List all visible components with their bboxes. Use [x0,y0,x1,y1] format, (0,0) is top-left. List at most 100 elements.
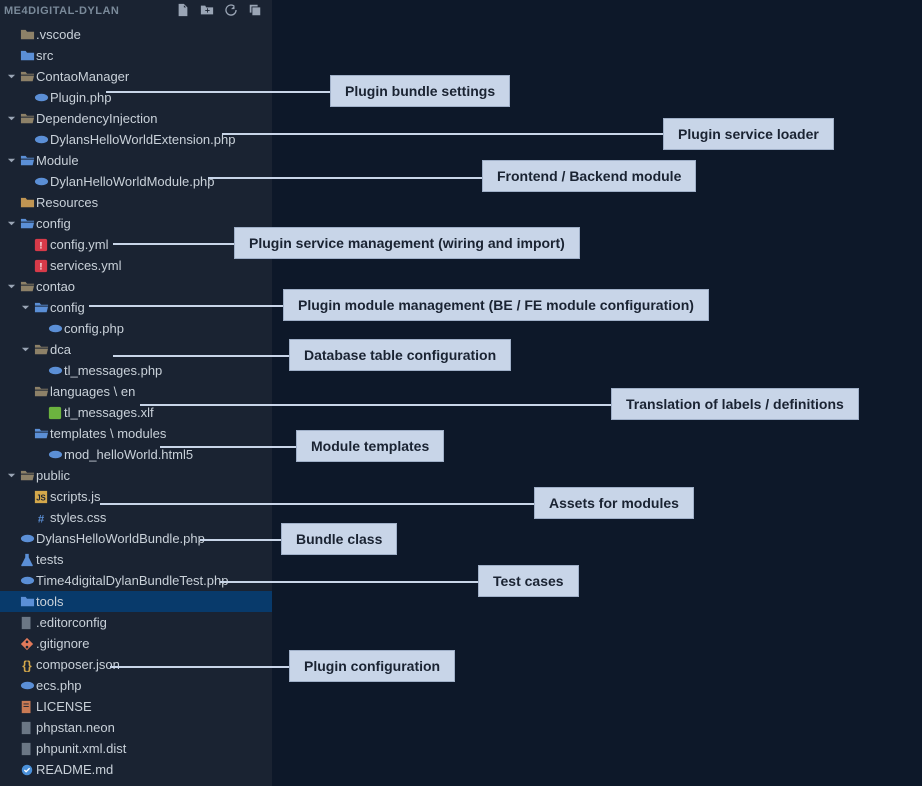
tree-row[interactable]: ! services.yml [0,255,272,276]
annotation-label: Frontend / Backend module [482,160,696,192]
tree-row[interactable]: Resources [0,192,272,213]
folder-icon [18,195,36,210]
annotation-connector [113,355,289,357]
annotation-label: Assets for modules [534,487,694,519]
tree-row[interactable]: {}composer.json [0,654,272,675]
collapse-all-icon[interactable] [248,3,262,20]
annotation-connector [200,539,281,541]
tree-row[interactable]: tl_messages.php [0,360,272,381]
tree-row[interactable]: config [0,213,272,234]
tree-row[interactable]: tools [0,591,272,612]
tree-item-label: services.yml [50,258,122,273]
tree-row[interactable]: config.php [0,318,272,339]
folder-icon [18,594,36,609]
folder-o-icon [18,153,36,168]
annotation-label: Translation of labels / definitions [611,388,859,420]
css-icon: # [32,511,50,525]
tree-row[interactable]: .vscode [0,24,272,45]
php-icon [18,531,36,546]
annotation-connector [89,305,283,307]
tree-item-label: styles.css [50,510,106,525]
tree-item-label: composer.json [36,657,120,672]
yml-icon: ! [32,238,50,252]
folder-o-icon [32,384,50,399]
tree-item-label: .editorconfig [36,615,107,630]
tree-item-label: LICENSE [36,699,92,714]
svg-text:JS: JS [36,493,46,502]
chevron-icon [4,282,18,291]
php-icon [46,363,64,378]
svg-text:!: ! [40,261,43,271]
explorer-header: ME4DIGITAL-DYLAN [0,0,272,22]
folder-o-icon [32,342,50,357]
tree-row[interactable]: public [0,465,272,486]
project-name: ME4DIGITAL-DYLAN [4,5,176,17]
json-icon: {} [18,658,36,672]
annotation-connector [100,503,534,505]
cfg-icon [18,721,36,735]
php-icon [18,678,36,693]
header-actions [176,3,268,20]
chevron-icon [4,72,18,81]
tree-item-label: config.yml [50,237,109,252]
tree-row[interactable]: Module [0,150,272,171]
chevron-icon [18,303,32,312]
tree-item-label: DylanHelloWorldModule.php [50,174,215,189]
folder-o-icon [18,279,36,294]
folder-o-icon [18,111,36,126]
tree-item-label: src [36,48,53,63]
tree-row[interactable]: ContaoManager [0,66,272,87]
cfg-icon [18,616,36,630]
tree-item-label: languages \ en [50,384,135,399]
tree-row[interactable]: languages \ en [0,381,272,402]
tree-row[interactable]: .gitignore [0,633,272,654]
tree-row[interactable]: # styles.css [0,507,272,528]
tree-row[interactable]: contao [0,276,272,297]
annotation-connector [208,177,482,179]
tree-row[interactable]: config [0,297,272,318]
folder-o-icon [18,468,36,483]
tree-row[interactable]: tests [0,549,272,570]
lic-icon [18,700,36,714]
tree-item-label: contao [36,279,75,294]
tree-item-label: DylansHelloWorldExtension.php [50,132,235,147]
tree-item-label: config [50,300,85,315]
annotation-connector [106,91,330,93]
editor-area: Plugin bundle settingsPlugin service loa… [272,0,922,786]
svg-text:#: # [38,513,45,525]
tree-row[interactable]: DylanHelloWorldModule.php [0,171,272,192]
annotation-label: Database table configuration [289,339,511,371]
tree-item-label: templates \ modules [50,426,166,441]
annotation-connector [160,446,296,448]
tree-row[interactable]: LICENSE [0,696,272,717]
yml-icon: ! [32,259,50,273]
tree-row[interactable]: README.md [0,759,272,780]
md-icon [18,763,36,777]
new-file-icon[interactable] [176,3,190,20]
folder-icon [18,48,36,63]
folder-o-icon [32,300,50,315]
tree-row[interactable]: src [0,45,272,66]
tree-row[interactable]: phpunit.xml.dist [0,738,272,759]
tree-row[interactable]: ecs.php [0,675,272,696]
tree-item-label: public [36,468,70,483]
tree-row[interactable]: phpstan.neon [0,717,272,738]
tree-item-label: DylansHelloWorldBundle.php [36,531,205,546]
new-folder-icon[interactable] [200,3,214,20]
tree-item-label: Resources [36,195,98,210]
tree-item-label: phpunit.xml.dist [36,741,126,756]
tree-row[interactable]: .editorconfig [0,612,272,633]
annotation-label: Bundle class [281,523,397,555]
folder-o-icon [18,216,36,231]
refresh-icon[interactable] [224,3,238,20]
tree-row[interactable]: templates \ modules [0,423,272,444]
tree-item-label: dca [50,342,71,357]
tree-item-label: config [36,216,71,231]
tree-item-label: Plugin.php [50,90,111,105]
folder-o-icon [18,69,36,84]
git-icon [18,637,36,651]
chevron-icon [18,345,32,354]
tree-row[interactable]: DependencyInjection [0,108,272,129]
tree-item-label: .gitignore [36,636,89,651]
chevron-icon [4,114,18,123]
